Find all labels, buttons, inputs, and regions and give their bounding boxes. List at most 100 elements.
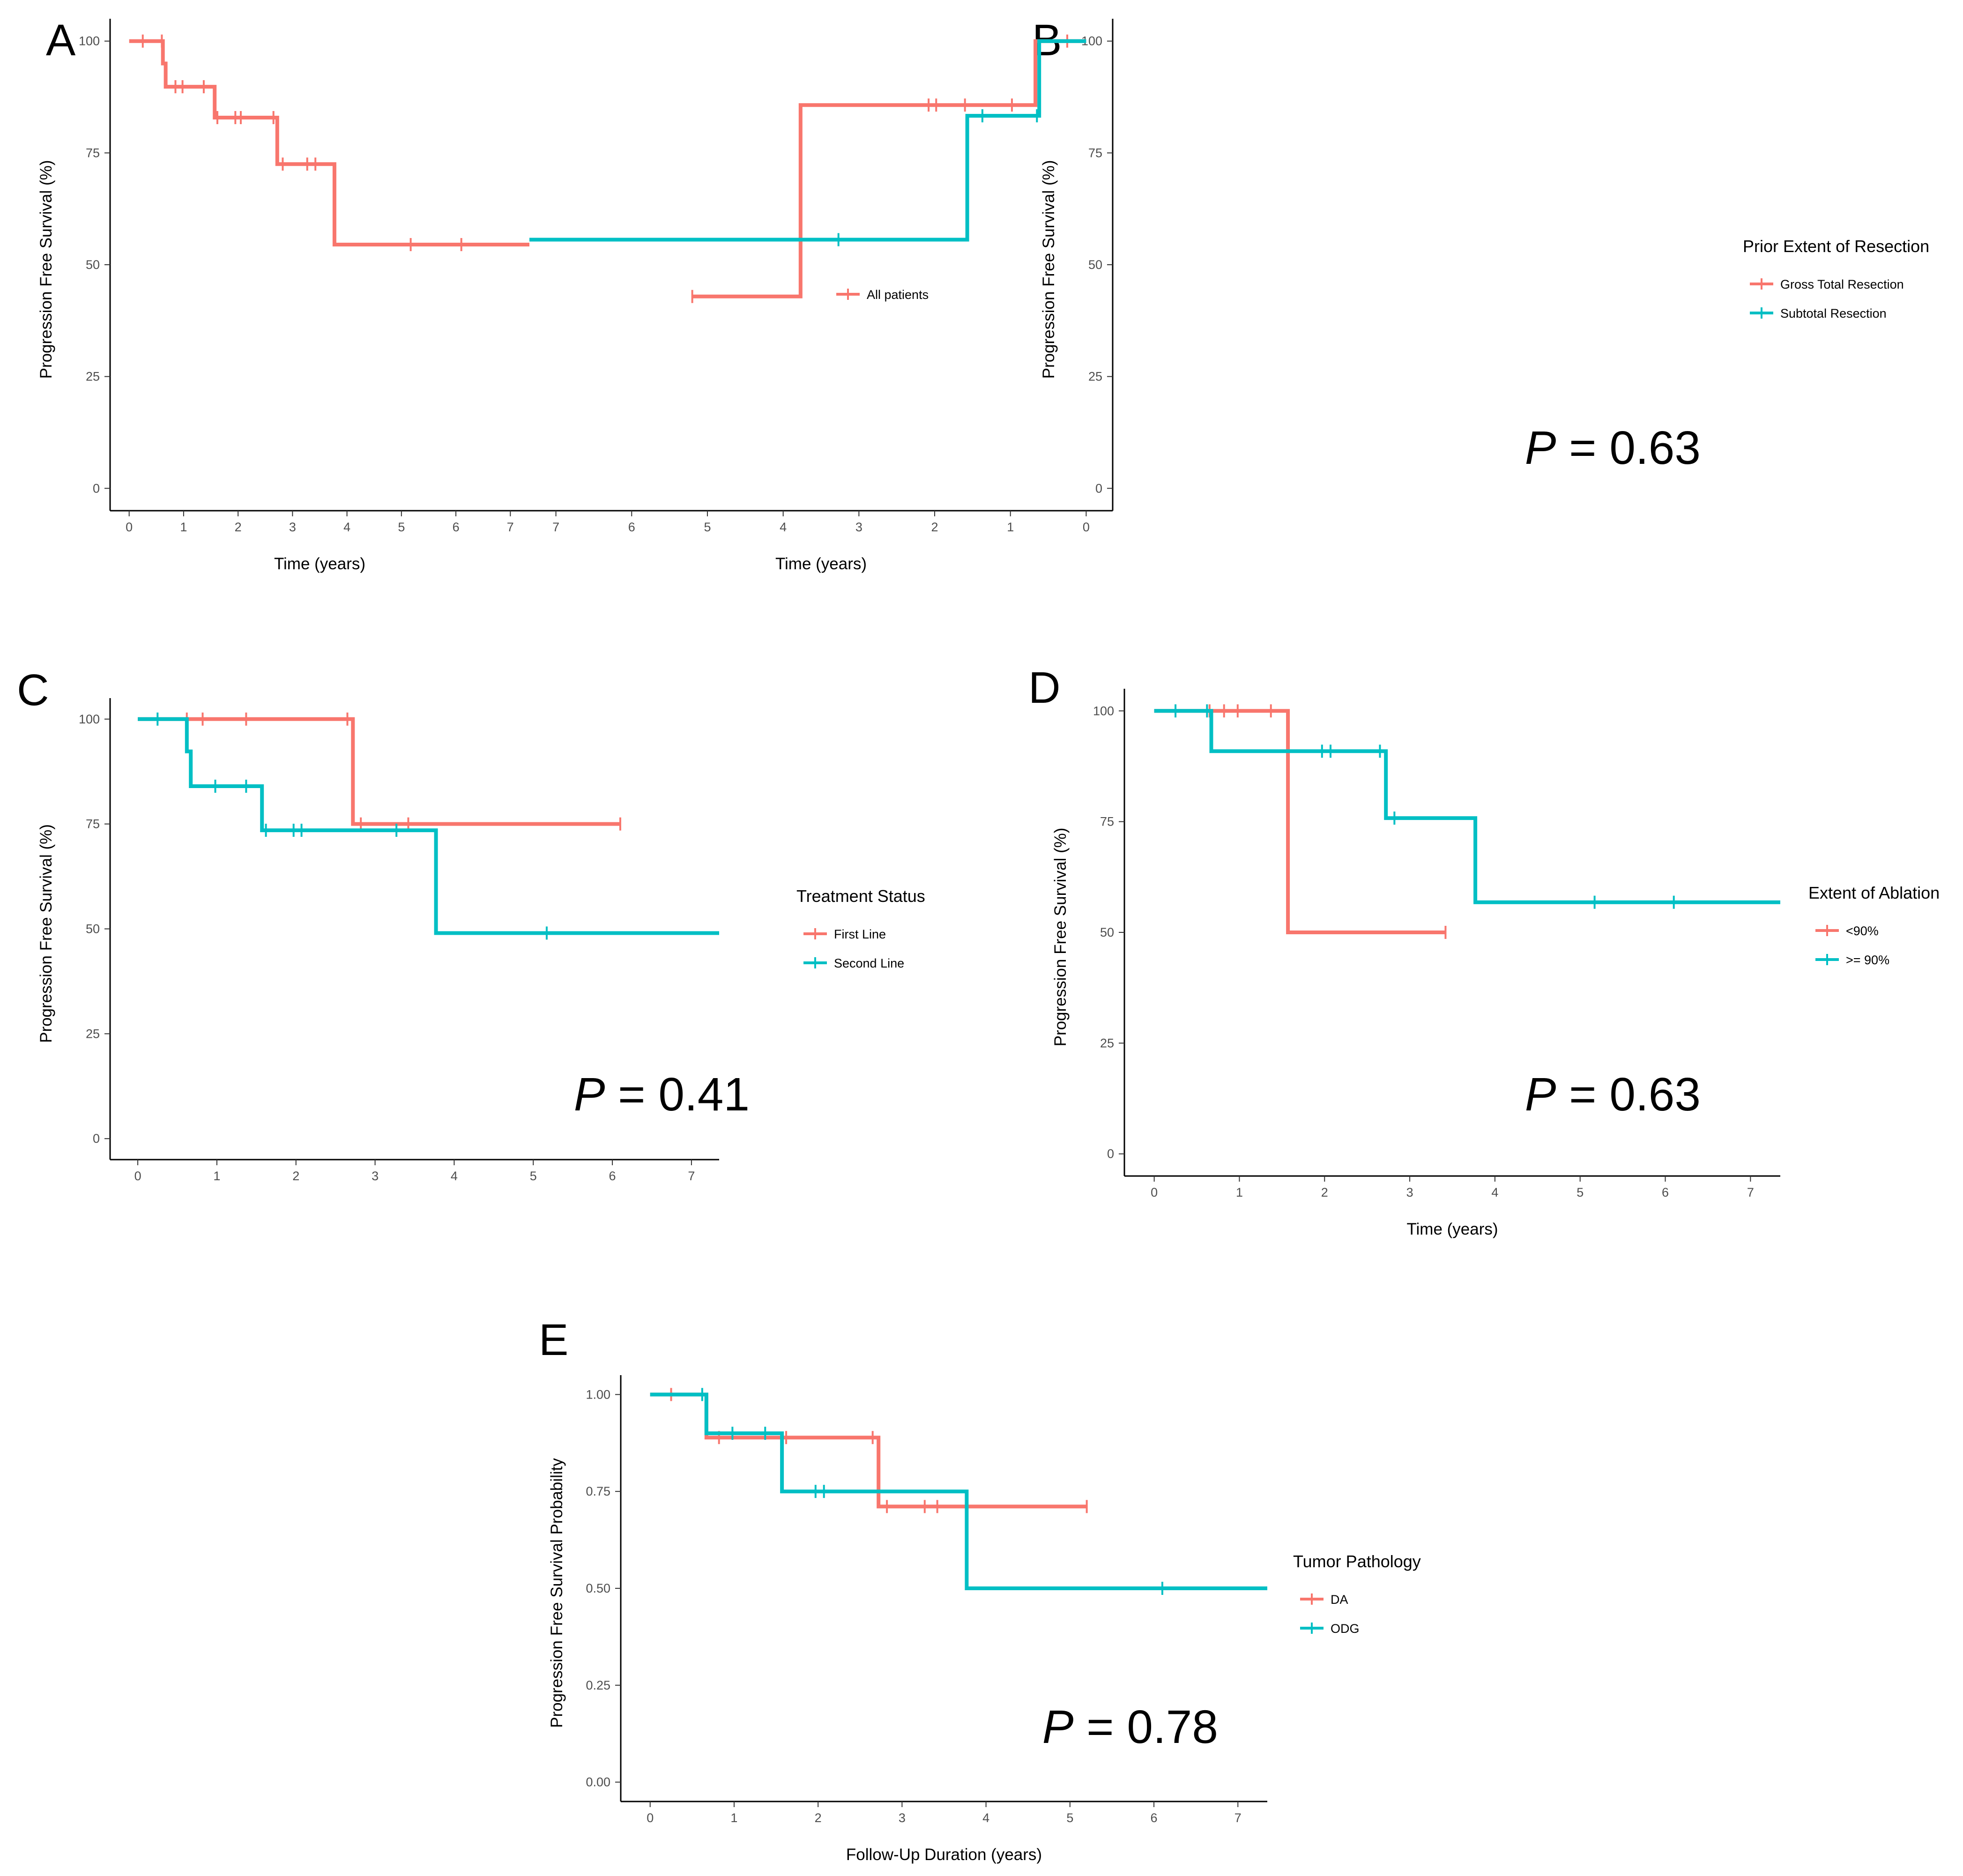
y-axis-label: Progression Free Survival Probability: [548, 1458, 566, 1728]
p-value-equals: =: [605, 1068, 658, 1121]
y-tick-label: 0.50: [586, 1581, 610, 1595]
y-tick-label: 25: [86, 370, 100, 384]
p-value-number: 0.78: [1127, 1701, 1218, 1753]
x-tick-label: 0: [1083, 520, 1090, 534]
x-tick-label: 6: [628, 520, 635, 534]
panel-e: E 0 1 2 3 4 5 6 7 0.00 0.25 0.50 0.75 1.00 Follow-Up …: [539, 1315, 1421, 1864]
p-value-equals: =: [1073, 1701, 1127, 1753]
y-tick-label: 100: [1093, 704, 1114, 718]
survival-curve-2: [650, 1392, 1267, 1590]
legend-label-2: Subtotal Resection: [1780, 306, 1887, 320]
y-tick-label: 0.75: [586, 1484, 610, 1498]
y-tick-label: 0: [93, 1132, 100, 1146]
y-axis-label: Progression Free Survival (%): [37, 160, 55, 379]
x-tick-label: 3: [289, 520, 296, 534]
p-value-equals: =: [1556, 422, 1609, 474]
legend-label-1: First Line: [834, 927, 886, 941]
y-tick-label: 25: [1100, 1036, 1114, 1050]
x-tick-label: 3: [899, 1811, 906, 1825]
x-axis-label: Time (years): [274, 555, 365, 573]
x-tick-label: 2: [292, 1169, 299, 1183]
p-value-number: 0.63: [1609, 1068, 1701, 1121]
x-tick-label: 3: [372, 1169, 379, 1183]
x-tick-label: 7: [507, 520, 514, 534]
x-tick-label: 5: [1576, 1185, 1584, 1199]
p-value-symbol: P: [1525, 1068, 1556, 1121]
legend-label-2: ODG: [1331, 1622, 1360, 1636]
x-tick-label: 5: [530, 1169, 537, 1183]
y-tick-label: 0: [1107, 1147, 1114, 1161]
x-tick-label: 2: [1321, 1185, 1328, 1199]
y-tick-label: 75: [86, 146, 100, 160]
legend-label-1: DA: [1331, 1593, 1348, 1607]
x-tick-label: 7: [688, 1169, 695, 1183]
x-tick-label: 3: [855, 520, 863, 534]
x-tick-label: 2: [815, 1811, 822, 1825]
y-tick-label: 0: [93, 481, 100, 495]
x-tick-label: 7: [1234, 1811, 1242, 1825]
x-tick-label: 1: [730, 1811, 737, 1825]
p-value-symbol: P: [574, 1068, 605, 1121]
legend-label-1: Gross Total Resection: [1780, 277, 1904, 291]
survival-curve-1: [129, 39, 529, 246]
x-tick-label: 5: [704, 520, 711, 534]
y-axis-label: Progression Free Survival (%): [1051, 828, 1070, 1047]
plot-area-d: 0 1 2 3 4 5 6 7 0 25 50 75 100 Time (years) Progressio…: [1051, 689, 1940, 1238]
x-tick-label: 3: [1406, 1185, 1413, 1199]
x-tick-label: 0: [126, 520, 133, 534]
y-tick-label: 100: [79, 712, 100, 726]
y-axis-label: Progression Free Survival (%): [1040, 160, 1058, 379]
y-tick-label: 25: [1088, 370, 1102, 384]
x-tick-label: 2: [931, 520, 938, 534]
x-axis-label: Follow-Up Duration (years): [846, 1846, 1042, 1864]
x-tick-label: 1: [1007, 520, 1014, 534]
x-tick-label: 5: [398, 520, 405, 534]
survival-curve-1: [692, 39, 1086, 298]
p-value-number: 0.63: [1609, 422, 1701, 474]
legend-label-1: All patients: [867, 288, 929, 302]
survival-curve-2: [529, 39, 1086, 242]
p-value-symbol: P: [1525, 422, 1556, 474]
x-tick-label: 0: [647, 1811, 654, 1825]
x-tick-label: 4: [982, 1811, 989, 1825]
panel-c: C 0 1 2 3 4 5 6 7 0 25 50 75 100 Progression Free Sur…: [17, 665, 925, 1183]
panel-letter-d: D: [1028, 663, 1061, 713]
survival-curve-1: [138, 717, 620, 826]
legend-label-2: >= 90%: [1846, 953, 1889, 967]
y-tick-label: 0.00: [586, 1775, 610, 1789]
p-value-annotation: P = 0.78: [1042, 1701, 1218, 1753]
legend-title: Extent of Ablation: [1808, 883, 1940, 902]
x-tick-label: 0: [134, 1169, 141, 1183]
x-tick-label: 2: [235, 520, 242, 534]
x-tick-label: 4: [780, 520, 787, 534]
x-tick-label: 6: [1662, 1185, 1669, 1199]
legend-title: Treatment Status: [796, 886, 925, 906]
survival-curve-1: [1154, 709, 1446, 934]
p-value-annotation: P = 0.63: [1525, 1068, 1701, 1121]
plot-area-e: 0 1 2 3 4 5 6 7 0.00 0.25 0.50 0.75 1.00 Follow-Up Du…: [548, 1375, 1421, 1864]
legend-title: Tumor Pathology: [1293, 1552, 1421, 1571]
x-axis-label: Time (years): [775, 555, 867, 573]
legend-title: Prior Extent of Resection: [1743, 237, 1929, 256]
y-tick-label: 25: [86, 1027, 100, 1041]
p-value-annotation: P = 0.63: [1525, 422, 1701, 474]
panel-d: D 0 1 2 3 4 5 6 7 0 25 50 75 100 Time (years) Progress…: [1028, 663, 1940, 1238]
x-tick-label: 6: [609, 1169, 616, 1183]
legend-label-1: <90%: [1846, 924, 1879, 938]
y-tick-label: 50: [1088, 258, 1102, 272]
y-tick-label: 0.25: [586, 1678, 610, 1692]
y-tick-label: 75: [1100, 815, 1114, 829]
y-tick-label: 0: [1095, 481, 1102, 495]
p-value-annotation: P = 0.41: [574, 1068, 750, 1121]
legend-label-2: Second Line: [834, 956, 904, 970]
x-tick-label: 1: [180, 520, 187, 534]
y-tick-label: 100: [79, 34, 100, 48]
x-tick-label: 7: [552, 520, 559, 534]
y-tick-label: 75: [86, 817, 100, 831]
y-tick-label: 50: [86, 922, 100, 936]
x-tick-label: 7: [1747, 1185, 1754, 1199]
